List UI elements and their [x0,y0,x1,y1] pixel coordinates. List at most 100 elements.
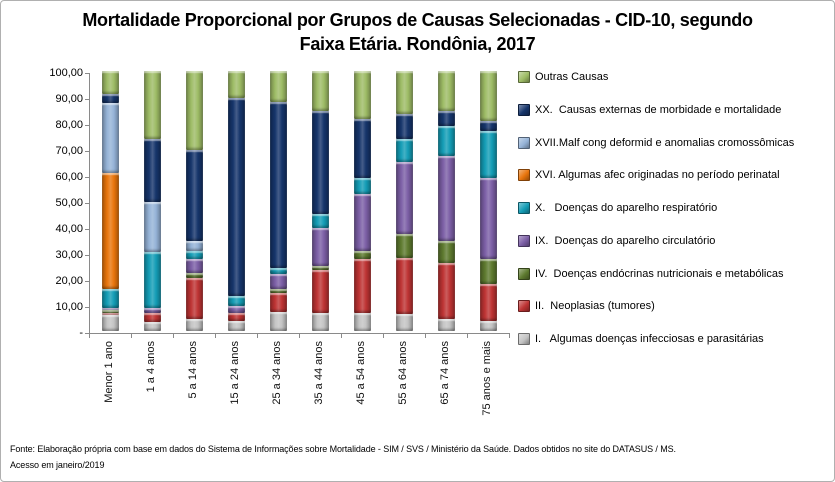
legend-label-xvi-perinatal: XVI. Algumas afec originadas no período … [535,169,780,182]
x-axis-label-7: 45 a 54 anos [355,341,367,405]
bar-segment-ii-neoplasias [437,262,455,320]
y-axis-tick-label: 20,00 [55,275,83,287]
bar-segment-i-infecciosas [353,312,371,331]
legend-item-x-respiratorio: X. Doenças do aparelho respiratório [518,201,794,215]
bar-segment-iv-endocrinas [437,241,455,263]
legend-swatch-icon-x-respiratorio [518,202,530,214]
chart-title-line1: Mortalidade Proporcional por Grupos de C… [82,10,753,30]
y-axis-tick [85,151,89,152]
bar-segment-ix-circulatorio [101,307,119,311]
y-axis-tick [85,125,89,126]
x-axis-tick [341,333,342,338]
bar-segment-x-respiratorio [353,177,371,195]
bar-segment-x-respiratorio [101,289,119,308]
bar-segment-iv-endocrinas [479,259,497,285]
bar-segment-ii-neoplasias [479,284,497,321]
x-axis-label-3: 5 a 14 anos [187,341,199,399]
bar-segment-ix-circulatorio [269,274,287,290]
source-note: Fonte: Elaboração própria com base em da… [10,441,676,473]
x-axis-tick [425,333,426,338]
bar-segment-x-respiratorio [311,214,329,228]
bar-2 [143,71,161,331]
y-axis-tick [85,203,89,204]
source-note-line2: Acesso em janeiro/2019 [10,460,105,470]
x-axis-label-9: 65 a 74 anos [439,341,451,405]
bar-8 [395,71,413,331]
bar-segment-xx-causas-externas [269,101,287,268]
bar-segment-xx-causas-externas [353,118,371,178]
legend-item-outras-causas: Outras Causas [518,70,794,84]
bar-segment-x-respiratorio [185,250,203,260]
y-axis-tick-label: 10,00 [55,301,83,313]
bar-segment-outras-causas [269,71,287,102]
y-axis-tick [85,255,89,256]
bar-segment-xvii-malformacoes [185,241,203,251]
bar-segment-iv-endocrinas [269,289,287,293]
bar-segment-i-infecciosas [269,312,287,331]
bar-segment-xx-causas-externas [227,97,245,296]
legend-swatch-icon-xx-causas-externas [518,103,530,116]
y-axis-tick-label: 90,00 [55,93,83,105]
bar-segment-ix-circulatorio [311,227,329,266]
legend-item-i-infecciosas: I. Algumas doenças infecciosas e parasit… [518,332,794,346]
x-axis-tick [509,333,510,338]
bar-segment-x-respiratorio [269,267,287,275]
bar-segment-ix-circulatorio [353,194,371,251]
bar-segment-ii-neoplasias [269,292,287,313]
x-axis-tick [173,333,174,338]
bar-segment-ix-circulatorio [227,306,245,314]
bar-segment-outras-causas [101,71,119,95]
bar-segment-xx-causas-externas [185,150,203,242]
bar-5 [269,71,287,331]
x-axis-label-1: Menor 1 ano [103,341,115,403]
x-axis-label-8: 55 a 64 anos [397,341,409,405]
x-axis-label-6: 35 a 44 anos [313,341,325,405]
y-axis-tick-label: - [79,327,83,339]
legend-item-xvi-perinatal: XVI. Algumas afec originadas no período … [518,168,794,182]
bar-segment-i-infecciosas [143,321,161,331]
bar-segment-i-infecciosas [479,320,497,331]
bar-segment-xx-causas-externas [311,111,329,215]
x-axis-tick [89,333,90,338]
bar-segment-ii-neoplasias [311,269,329,314]
bar-segment-i-infecciosas [311,313,329,331]
bar-segment-i-infecciosas [101,315,119,331]
bar-segment-ii-neoplasias [185,277,203,320]
legend-item-xvii-malformacoes: XVII.Malf cong deformid e anomalias crom… [518,136,794,150]
bar-segment-i-infecciosas [227,321,245,331]
legend-label-i-infecciosas: I. Algumas doenças infecciosas e parasit… [535,333,764,345]
legend-swatch-icon-i-infecciosas [518,333,530,345]
x-axis-label-10: 75 anos e mais [481,341,493,416]
bar-segment-xvi-perinatal [101,173,119,290]
bar-segment-ix-circulatorio [437,156,455,242]
y-axis-tick [85,333,89,334]
legend-label-x-respiratorio: X. Doenças do aparelho respiratório [535,202,718,214]
x-axis-tick [299,333,300,338]
bar-segment-ii-neoplasias [227,313,245,322]
legend-label-ii-neoplasias: II. Neoplasias (tumores) [535,300,655,313]
bar-segment-ii-neoplasias [101,313,119,316]
bar-segment-ix-circulatorio [185,259,203,273]
bar-segment-x-respiratorio [395,138,413,163]
bar-segment-x-respiratorio [479,131,497,178]
legend-item-ix-circulatorio: IX. Doenças do aparelho circulatório [518,234,794,248]
x-axis-label-4: 15 a 24 anos [229,341,241,405]
bar-segment-ii-neoplasias [353,259,371,313]
bar-segment-outras-causas [437,71,455,112]
bar-segment-xx-causas-externas [101,94,119,103]
bar-segment-ii-neoplasias [143,312,161,322]
y-axis-tick-label: 100,00 [49,67,83,79]
bar-segment-xx-causas-externas [143,138,161,203]
bar-segment-iv-endocrinas [185,272,203,278]
legend-swatch-icon-ii-neoplasias [518,300,530,313]
bar-segment-i-infecciosas [395,314,413,331]
y-axis-tick [85,99,89,100]
bar-segment-outras-causas [479,71,497,121]
bar-10 [479,71,497,331]
y-axis-tick-label: 70,00 [55,145,83,157]
x-axis-label-2: 1 a 4 anos [145,341,157,393]
chart-legend: Outras Causas XX. Causas externas de morb… [518,70,794,346]
legend-label-xx-causas-externas: XX. Causas externas de morbidade e morta… [535,103,782,116]
chart-title: Mortalidade Proporcional por Grupos de C… [1,8,834,56]
